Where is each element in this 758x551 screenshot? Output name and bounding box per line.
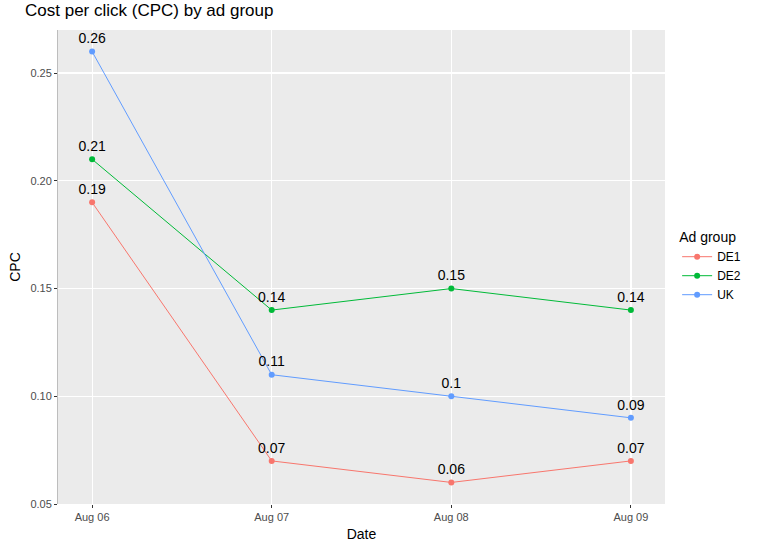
svg-text:0.21: 0.21 bbox=[78, 138, 105, 154]
svg-text:Aug 07: Aug 07 bbox=[254, 511, 289, 523]
svg-text:0.07: 0.07 bbox=[617, 440, 644, 456]
svg-text:Aug 09: Aug 09 bbox=[613, 511, 648, 523]
svg-text:0.10: 0.10 bbox=[30, 390, 51, 402]
svg-text:0.14: 0.14 bbox=[617, 289, 644, 305]
svg-text:0.26: 0.26 bbox=[78, 30, 105, 46]
svg-text:Aug 08: Aug 08 bbox=[434, 511, 469, 523]
svg-text:UK: UK bbox=[717, 288, 734, 302]
svg-text:0.20: 0.20 bbox=[30, 175, 51, 187]
svg-text:CPC: CPC bbox=[7, 252, 23, 282]
svg-text:0.25: 0.25 bbox=[30, 67, 51, 79]
svg-text:0.06: 0.06 bbox=[438, 461, 465, 477]
svg-text:0.11: 0.11 bbox=[259, 353, 285, 369]
svg-text:Ad group: Ad group bbox=[679, 229, 736, 245]
svg-text:0.19: 0.19 bbox=[78, 181, 105, 197]
svg-text:Date: Date bbox=[347, 526, 377, 542]
svg-text:Cost per click (CPC) by ad gro: Cost per click (CPC) by ad group bbox=[25, 1, 273, 20]
svg-text:0.14: 0.14 bbox=[258, 289, 285, 305]
svg-text:0.09: 0.09 bbox=[617, 397, 644, 413]
svg-text:0.07: 0.07 bbox=[258, 440, 285, 456]
svg-text:0.15: 0.15 bbox=[438, 267, 465, 283]
svg-text:Aug 06: Aug 06 bbox=[75, 511, 110, 523]
svg-text:DE1: DE1 bbox=[717, 250, 741, 264]
svg-text:0.1: 0.1 bbox=[442, 375, 462, 391]
svg-text:0.05: 0.05 bbox=[30, 498, 51, 510]
svg-text:0.15: 0.15 bbox=[30, 282, 51, 294]
svg-text:DE2: DE2 bbox=[717, 269, 741, 283]
